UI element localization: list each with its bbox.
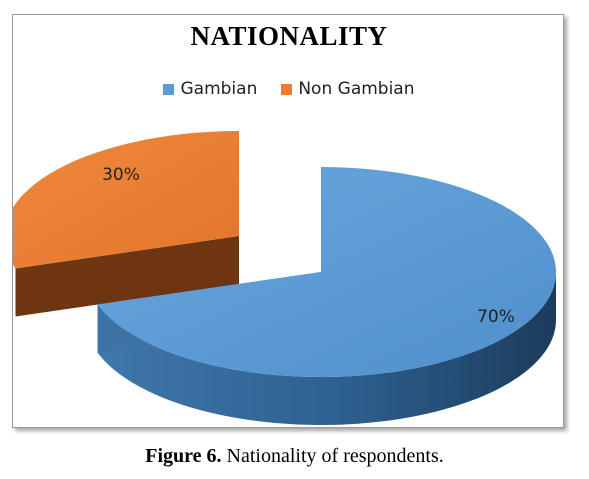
legend-item-gambian: Gambian: [163, 79, 257, 99]
pie-side-non-gambian: [15, 236, 239, 317]
figure-caption-text: Nationality of respondents.: [221, 445, 444, 467]
legend-swatch-gambian: [163, 83, 175, 95]
legend-swatch-non-gambian: [281, 83, 293, 95]
pie-chart: 70% 30%: [13, 131, 557, 425]
figure-caption-label: Figure 6.: [145, 445, 222, 467]
legend-label-gambian: Gambian: [180, 79, 258, 99]
chart-frame: NATIONALITY Gambian Non Gambian: [12, 14, 564, 428]
pie-slice-gambian: [97, 167, 556, 377]
pie-side-gambian: [97, 272, 557, 425]
chart-legend: Gambian Non Gambian: [13, 79, 565, 99]
chart-title: NATIONALITY: [190, 21, 388, 51]
legend-label-non-gambian: Non Gambian: [298, 79, 415, 99]
data-label-gambian: 70%: [477, 307, 515, 327]
data-label-non-gambian: 30%: [102, 165, 140, 185]
pie-slice-non-gambian: [13, 131, 239, 269]
legend-item-non-gambian: Non Gambian: [281, 79, 415, 99]
figure-caption: Figure 6. Nationality of respondents.: [0, 445, 589, 468]
